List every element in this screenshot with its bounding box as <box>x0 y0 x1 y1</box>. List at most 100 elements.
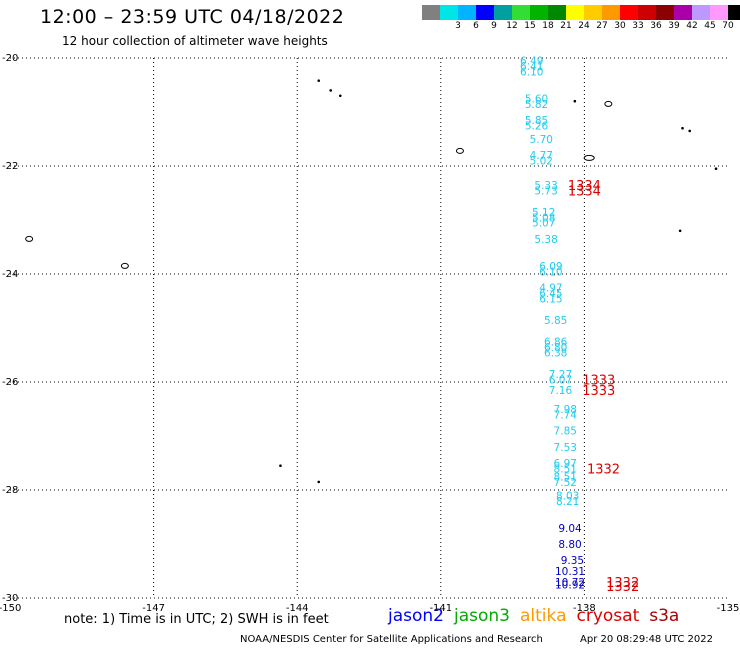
colorbar-tick-label: 18 <box>542 21 554 31</box>
colorbar-tick-label: 45 <box>704 21 716 31</box>
wave-height-value: 10.31 <box>555 566 585 578</box>
wave-height-value: 6.09 <box>539 261 562 273</box>
wave-height-value: 7.98 <box>554 404 577 416</box>
page-title: 12:00 – 23:59 UTC 04/18/2022 <box>40 6 345 28</box>
wave-height-value: 6.45 <box>539 288 562 300</box>
colorbar-swatch <box>620 5 638 20</box>
wave-height-value: 5.33 <box>534 180 557 192</box>
wave-height-value: 7.16 <box>549 385 573 397</box>
satellite-legend: jason2 jason3 altika cryosat s3a <box>388 606 689 626</box>
wave-height-value: 9.35 <box>561 555 584 567</box>
legend-item-jason3: jason3 <box>454 606 510 626</box>
wave-height-value: 5.26 <box>525 121 549 133</box>
flag-value: 1332 <box>606 576 639 591</box>
island-marker <box>317 79 321 82</box>
lat-tick-label: -28 <box>2 485 18 496</box>
lon-tick-label: -141 <box>429 603 452 614</box>
colorbar-tick-label: 36 <box>650 21 662 31</box>
flag-value: 1332 <box>606 580 639 595</box>
colorbar-swatch <box>692 5 710 20</box>
wave-height-value: 5.60 <box>525 94 548 106</box>
footer-credit: NOAA/NESDIS Center for Satellite Applica… <box>240 634 543 645</box>
colorbar-swatch <box>638 5 656 20</box>
wave-height-value: 10.92 <box>555 580 585 592</box>
colorbar-tick-label: 3 <box>455 21 461 31</box>
lon-tick-label: -144 <box>286 603 309 614</box>
lat-tick-label: -20 <box>2 53 18 64</box>
colorbar-swatch <box>584 5 602 20</box>
wave-height-value: 4.77 <box>530 150 553 162</box>
lat-tick-label: -22 <box>2 161 18 172</box>
wave-height-value: 5.02 <box>530 156 553 168</box>
wave-height-value: 7.52 <box>554 477 577 489</box>
island-marker <box>455 147 464 154</box>
flag-value: 1333 <box>582 373 615 388</box>
footer-timestamp: Apr 20 08:29:48 UTC 2022 <box>580 634 713 645</box>
legend-item-s3a: s3a <box>649 606 680 626</box>
lon-tick-label: -135 <box>717 603 740 614</box>
colorbar-tick-label: 33 <box>632 21 644 31</box>
wave-height-value: 8.51 <box>554 463 577 475</box>
colorbar-swatch <box>566 5 584 20</box>
wave-height-value: 7.53 <box>554 442 577 454</box>
flag-value: 1334 <box>568 179 601 194</box>
lat-tick-label: -24 <box>2 269 18 280</box>
wave-height-value: 8.21 <box>556 496 579 508</box>
island-marker <box>678 229 682 233</box>
lat-tick-label: -26 <box>2 377 18 388</box>
colorbar-swatch <box>602 5 620 20</box>
island-marker <box>317 480 321 484</box>
wave-height-value: 6.97 <box>554 458 577 470</box>
page-subtitle: 12 hour collection of altimeter wave hei… <box>62 34 328 48</box>
wave-height-value: 5.38 <box>534 234 557 246</box>
wave-height-value: 7.27 <box>549 369 572 381</box>
island-marker <box>583 154 595 161</box>
colorbar-swatch <box>512 5 530 20</box>
wave-height-value: 5.08 <box>532 212 555 224</box>
wave-height-value: 6.10 <box>520 67 543 79</box>
island-marker <box>688 129 692 133</box>
wave-height-value: 5.70 <box>530 134 553 146</box>
wave-height-value: 7.74 <box>554 409 578 421</box>
wave-height-value: 8.51 <box>554 472 577 484</box>
flag-value: 1334 <box>568 184 601 199</box>
island-marker <box>279 464 282 468</box>
wave-height-value: 10.72 <box>555 577 585 589</box>
island-marker <box>338 94 342 98</box>
colorbar-tick-label: 42 <box>686 21 698 31</box>
island-marker <box>714 167 718 170</box>
colorbar-swatch <box>728 5 740 20</box>
legend-item-altika: altika <box>520 606 567 626</box>
wave-height-value: 5.07 <box>532 218 555 230</box>
colorbar-swatch <box>656 5 674 20</box>
lat-tick-label: -30 <box>2 593 18 604</box>
colorbar-swatch <box>422 5 440 20</box>
wave-height-value: 5.82 <box>525 99 548 111</box>
wave-height-value: 5.73 <box>534 185 557 197</box>
wave-height-value: 6.15 <box>539 293 562 305</box>
colorbar-tick-label: 30 <box>614 21 626 31</box>
wave-height-value: 5.85 <box>525 115 548 127</box>
wave-height-value: 6.07 <box>549 374 572 386</box>
wave-height-value: 5.12 <box>532 207 555 219</box>
colorbar-swatch <box>458 5 476 20</box>
wave-height-value: 7.85 <box>554 426 577 438</box>
colorbar-tick-label: 70 <box>722 21 734 31</box>
island-marker <box>25 235 34 242</box>
colorbar-swatch <box>548 5 566 20</box>
colorbar-tick-label: 39 <box>668 21 680 31</box>
flag-value: 1332 <box>587 462 620 477</box>
note-text: note: 1) Time is in UTC; 2) SWH is in fe… <box>64 612 329 627</box>
flag-value: 1333 <box>582 384 615 399</box>
colorbar-tick-label: 12 <box>506 21 518 31</box>
colorbar-swatch <box>674 5 692 20</box>
colorbar-tick-label: 6 <box>473 21 479 31</box>
island-marker <box>604 100 613 107</box>
wave-height-value: 8.80 <box>558 539 581 551</box>
wave-height-value: 9.04 <box>558 523 582 535</box>
wave-height-value: 8.03 <box>556 490 579 502</box>
island-marker <box>329 89 333 92</box>
colorbar-tick-label: 21 <box>560 21 572 31</box>
